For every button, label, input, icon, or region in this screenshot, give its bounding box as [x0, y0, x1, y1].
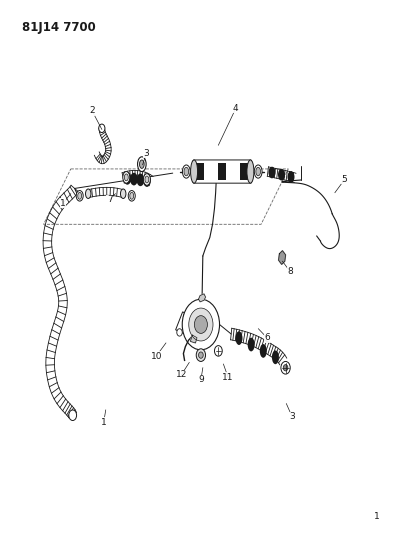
Ellipse shape [130, 173, 138, 185]
Text: 1: 1 [60, 199, 66, 208]
Circle shape [283, 365, 288, 371]
Text: 10: 10 [151, 352, 162, 361]
Circle shape [214, 345, 222, 356]
Ellipse shape [145, 176, 149, 183]
Circle shape [281, 361, 290, 374]
Ellipse shape [123, 172, 131, 185]
Ellipse shape [254, 165, 262, 178]
Text: 1: 1 [101, 417, 107, 426]
Text: 4: 4 [233, 104, 239, 113]
Text: 1: 1 [374, 512, 379, 521]
Text: 81J14 7700: 81J14 7700 [22, 21, 96, 34]
Bar [195, 163, 204, 180]
Ellipse shape [125, 174, 128, 181]
Bar [218, 163, 226, 180]
Text: 2: 2 [89, 107, 95, 116]
Text: 3: 3 [144, 149, 149, 158]
Ellipse shape [256, 167, 260, 176]
Ellipse shape [272, 351, 279, 364]
Circle shape [194, 316, 207, 333]
FancyBboxPatch shape [193, 160, 252, 183]
Ellipse shape [268, 167, 275, 179]
Ellipse shape [137, 174, 144, 186]
Circle shape [182, 299, 219, 350]
Ellipse shape [247, 160, 254, 183]
Ellipse shape [123, 172, 130, 183]
Ellipse shape [143, 174, 151, 187]
Ellipse shape [76, 191, 83, 201]
Text: 6: 6 [264, 333, 270, 342]
Circle shape [199, 352, 203, 358]
Circle shape [69, 410, 76, 421]
Polygon shape [199, 294, 206, 302]
Ellipse shape [143, 174, 151, 185]
Text: 8: 8 [287, 267, 293, 276]
Ellipse shape [248, 338, 255, 351]
Polygon shape [176, 312, 196, 336]
Polygon shape [190, 335, 197, 343]
Bar [240, 163, 249, 180]
Ellipse shape [288, 171, 294, 183]
Ellipse shape [128, 191, 135, 201]
Ellipse shape [236, 332, 242, 345]
Ellipse shape [278, 169, 285, 181]
Text: 7: 7 [107, 195, 112, 204]
Circle shape [196, 349, 206, 361]
Polygon shape [279, 251, 286, 264]
Circle shape [99, 124, 105, 133]
Text: 11: 11 [222, 373, 234, 382]
Circle shape [183, 313, 189, 320]
Text: 3: 3 [289, 413, 295, 421]
Circle shape [177, 329, 182, 336]
Ellipse shape [184, 167, 189, 176]
Ellipse shape [191, 160, 197, 183]
Text: 12: 12 [176, 370, 187, 379]
Ellipse shape [78, 192, 82, 199]
Text: 9: 9 [198, 375, 204, 384]
Ellipse shape [130, 192, 134, 199]
Ellipse shape [85, 189, 91, 198]
Ellipse shape [182, 165, 190, 178]
Ellipse shape [260, 344, 267, 358]
Ellipse shape [121, 189, 126, 198]
Text: 5: 5 [342, 175, 348, 184]
Ellipse shape [138, 157, 146, 172]
Circle shape [189, 308, 213, 341]
Ellipse shape [139, 160, 144, 168]
